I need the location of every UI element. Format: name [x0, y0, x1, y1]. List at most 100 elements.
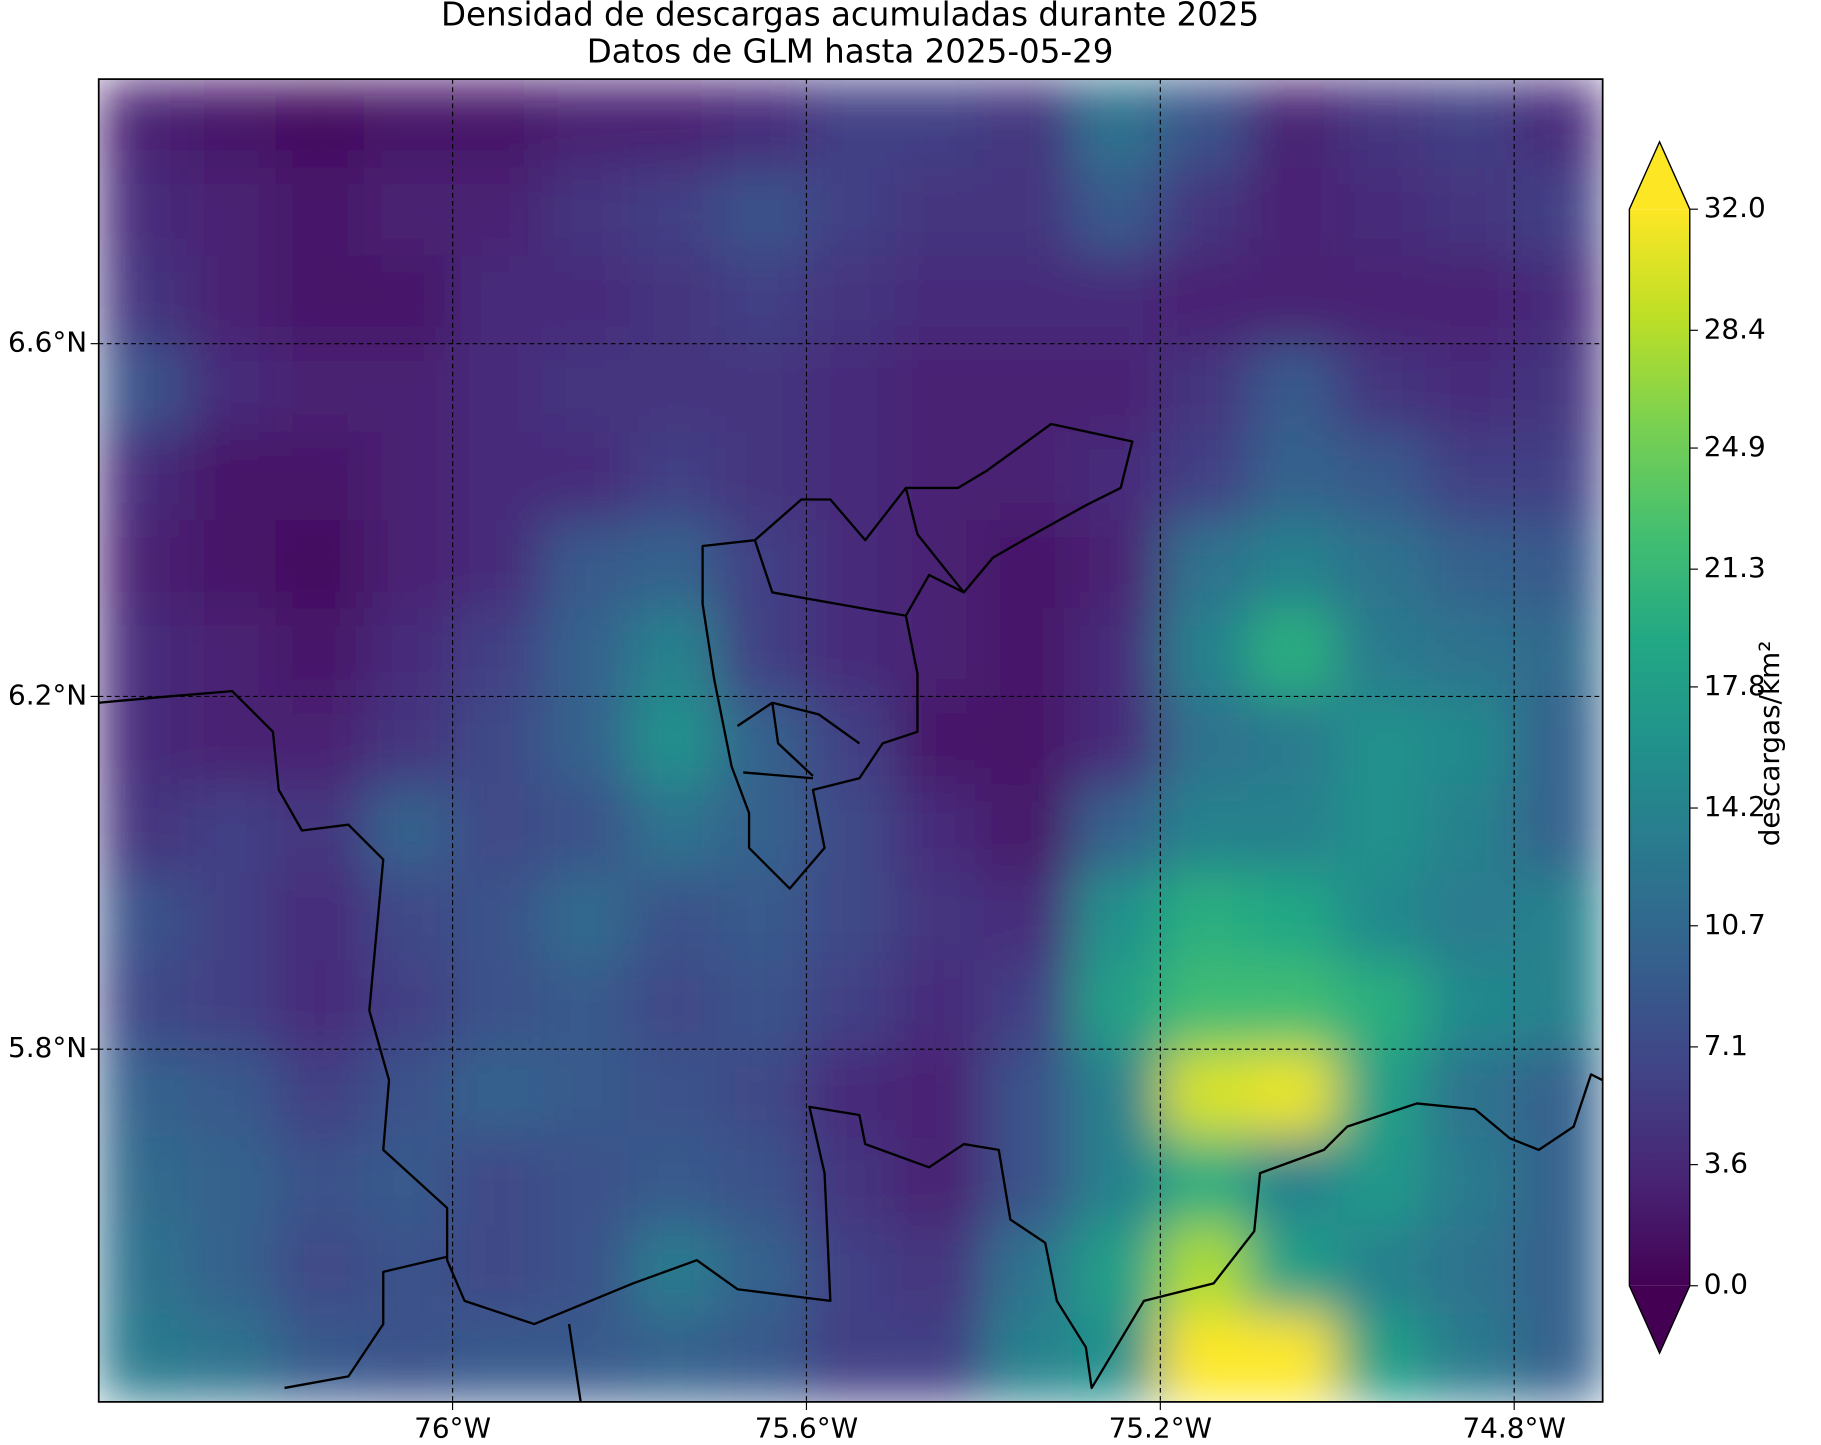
density-cell: [1071, 1137, 1161, 1227]
density-cell: [806, 167, 896, 257]
colorbar-tick-label: 21.3: [1704, 551, 1766, 584]
density-cell: [1514, 255, 1603, 345]
density-cell: [629, 1225, 719, 1315]
density-cell: [1160, 784, 1250, 874]
y-tick-label: 6.2°N: [8, 678, 87, 711]
density-cell: [1425, 255, 1515, 345]
density-cell: [629, 960, 719, 1050]
density-cell: [1160, 255, 1250, 345]
density-cell: [806, 696, 896, 786]
density-cell: [1160, 1225, 1250, 1315]
density-cell: [452, 1313, 542, 1402]
density-cell: [717, 255, 808, 345]
boundary: [701, 422, 1134, 890]
colorbar-tick-label: 32.0: [1704, 191, 1766, 224]
density-cell: [364, 79, 454, 168]
density-cell: [452, 1137, 542, 1227]
density-cell: [717, 343, 808, 433]
density-cell: [894, 255, 984, 345]
density-cell: [364, 520, 454, 609]
density-cell: [1071, 520, 1161, 609]
density-cell: [98, 255, 188, 345]
density-cell: [1514, 1137, 1603, 1227]
density-cell: [894, 960, 984, 1050]
map-frame: [97, 78, 1604, 1403]
density-cell: [275, 431, 365, 521]
density-cell: [452, 784, 542, 874]
density-cell: [1248, 1313, 1338, 1402]
density-cell: [629, 608, 719, 697]
density-cell: [187, 431, 277, 521]
density-cell: [1514, 1313, 1603, 1402]
density-cell: [1248, 255, 1338, 345]
density-cell: [894, 520, 984, 609]
density-cell: [717, 1313, 808, 1402]
density-cell: [717, 960, 808, 1050]
density-cell: [1337, 255, 1427, 345]
density-cell: [894, 343, 984, 433]
density-cell: [983, 431, 1073, 521]
density-cell: [98, 1313, 188, 1402]
density-cell: [1514, 960, 1603, 1050]
density-cell: [275, 696, 365, 786]
density-cell: [541, 343, 631, 433]
density-cell: [452, 872, 542, 962]
density-cell: [1425, 1137, 1515, 1227]
density-cell: [364, 431, 454, 521]
density-cell: [717, 167, 808, 257]
density-cell: [983, 784, 1073, 874]
density-cell: [806, 872, 896, 962]
density-cell: [275, 872, 365, 962]
density-cell: [629, 79, 719, 168]
density-cell: [1337, 1225, 1427, 1315]
density-cell: [187, 167, 277, 257]
density-cell: [1248, 167, 1338, 257]
density-cell: [1071, 608, 1161, 697]
density-cell: [541, 960, 631, 1050]
density-cell: [275, 1137, 365, 1227]
density-cell: [364, 343, 454, 433]
density-cell: [187, 1049, 277, 1138]
boundaries: [98, 422, 1603, 1402]
density-cell: [629, 1137, 719, 1227]
density-cell: [98, 784, 188, 874]
density-cell: [1248, 1049, 1338, 1138]
density-cell: [1071, 167, 1161, 257]
density-cell: [187, 872, 277, 962]
density-cell: [364, 784, 454, 874]
x-tick-label: 75.6°W: [755, 1412, 859, 1445]
colorbar-tick-label: 10.7: [1704, 908, 1766, 941]
density-cell: [717, 1049, 808, 1138]
density-cell: [1337, 1313, 1427, 1402]
density-cell: [1248, 520, 1338, 609]
density-cell: [98, 1049, 188, 1138]
density-cell: [1248, 343, 1338, 433]
density-cell: [98, 167, 188, 257]
density-cell: [1160, 520, 1250, 609]
density-cell: [1337, 79, 1427, 168]
density-cell: [629, 1313, 719, 1402]
density-cell: [1160, 343, 1250, 433]
chart-subtitle: Datos de GLM hasta 2025-05-29: [587, 33, 1114, 71]
density-cell: [806, 1313, 896, 1402]
density-cell: [1514, 431, 1603, 521]
density-cell: [1071, 784, 1161, 874]
density-cell: [1337, 343, 1427, 433]
density-cell: [1514, 696, 1603, 786]
density-cell: [1425, 167, 1515, 257]
density-cell: [1514, 343, 1603, 433]
density-cell: [275, 255, 365, 345]
density-cell: [452, 167, 542, 257]
density-cell: [98, 608, 188, 697]
density-cell: [717, 1225, 808, 1315]
density-cell: [1160, 1137, 1250, 1227]
density-cell: [364, 255, 454, 345]
density-cell: [187, 520, 277, 609]
colorbar-extend-max: [1629, 141, 1690, 210]
density-cell: [1514, 784, 1603, 874]
density-cell: [806, 1225, 896, 1315]
density-cell: [629, 255, 719, 345]
density-cell: [983, 1049, 1073, 1138]
density-cell: [983, 343, 1073, 433]
density-cell: [541, 431, 631, 521]
